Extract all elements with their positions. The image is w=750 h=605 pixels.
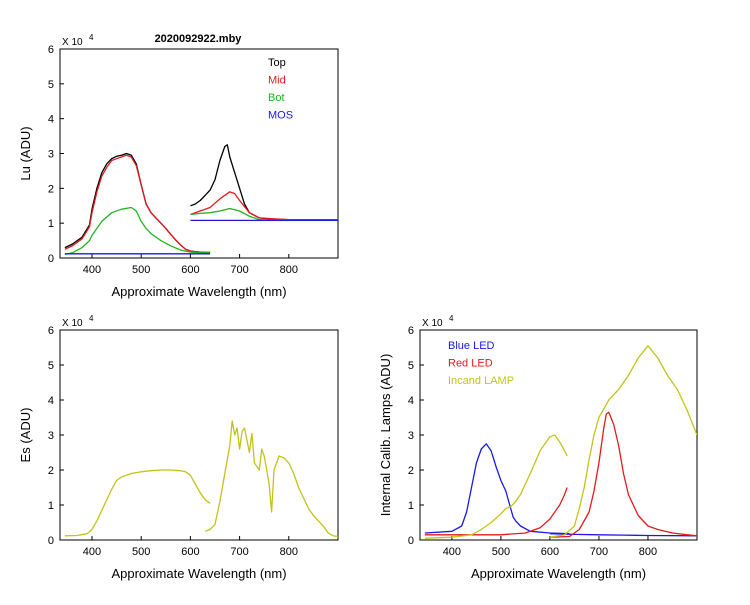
chart-panel-lamps: 0 1 2 3 4 5 6 400 500 600 700 800 X 10 4 Approximate W… [378, 314, 698, 581]
y-tick-label: 5 [48, 79, 54, 91]
y-axis-label: Lu (ADU) [18, 126, 33, 180]
series-line-red-led [549, 411, 697, 538]
y-tick-label: 2 [408, 465, 414, 477]
y-tick-label: 5 [48, 360, 54, 372]
series-line-blue-led [424, 443, 570, 535]
legend-entry-red-led: Red LED [448, 358, 493, 370]
x-tick-label: 800 [280, 264, 298, 276]
x-axis-label: Approximate Wavelength (nm) [111, 566, 286, 581]
plot-frame [59, 329, 339, 541]
y-tick-label: 5 [408, 360, 414, 372]
x-tick-label: 500 [132, 264, 150, 276]
series-line-red-led [424, 487, 568, 536]
figure-title: 2020092922.mby [155, 33, 243, 45]
x-tick-label: 800 [280, 546, 298, 558]
y-tick-label: 3 [408, 430, 414, 442]
x-tick-label: 500 [492, 546, 510, 558]
y-tick-label: 1 [48, 500, 54, 512]
series-group [64, 144, 338, 256]
y-tick-label: 4 [48, 395, 54, 407]
y-tick-label: 2 [48, 183, 54, 195]
y-multiplier-exponent: 4 [449, 314, 454, 323]
chart-panel-es: 0 1 2 3 4 5 6 400 500 600 700 800 X 10 4 Approximate W… [18, 314, 339, 581]
y-multiplier-exponent: 4 [89, 33, 94, 42]
y-tick-label: 6 [48, 44, 54, 56]
series-line-mid [190, 191, 338, 221]
y-tick-label: 6 [408, 325, 414, 337]
y-multiplier-label: X 10 [422, 318, 443, 329]
series-line-es [204, 420, 338, 538]
y-tick-label: 0 [48, 253, 54, 265]
chart-panel-lu: 0 1 2 3 4 5 6 400 500 600 700 800 X 10 4 Approximate W… [18, 33, 339, 299]
legend-entry-mos: MOS [268, 110, 293, 122]
series-line-bot [64, 206, 211, 256]
y-multiplier-exponent: 4 [89, 314, 94, 323]
y-multiplier-label: X 10 [62, 37, 83, 48]
x-axis-label: Approximate Wavelength (nm) [471, 566, 646, 581]
x-tick-label: 700 [230, 546, 248, 558]
series-line-mid [64, 154, 211, 254]
legend-entry-mid: Mid [268, 75, 286, 87]
y-tick-label: 4 [408, 395, 414, 407]
y-axis-label: Internal Calib. Lamps (ADU) [378, 354, 393, 517]
legend-entry-blue-led: Blue LED [448, 340, 495, 352]
y-axis-label: Es (ADU) [18, 408, 33, 463]
series-line-incand-lamp [424, 434, 568, 539]
series-line-blue-led [549, 533, 697, 537]
legend-entry-incand-lamp: Incand LAMP [448, 375, 514, 387]
series-line-incand-lamp [549, 345, 697, 538]
y-tick-label: 3 [48, 149, 54, 161]
y-tick-label: 0 [408, 535, 414, 547]
x-tick-label: 600 [181, 264, 199, 276]
y-tick-label: 4 [48, 114, 54, 126]
series-line-es [64, 469, 211, 537]
x-tick-label: 800 [639, 546, 657, 558]
x-tick-label: 400 [83, 264, 101, 276]
x-tick-label: 400 [83, 546, 101, 558]
y-tick-label: 1 [48, 218, 54, 230]
x-tick-label: 600 [181, 546, 199, 558]
y-tick-label: 1 [408, 500, 414, 512]
x-tick-label: 400 [443, 546, 461, 558]
y-tick-label: 0 [48, 535, 54, 547]
x-tick-label: 500 [132, 546, 150, 558]
y-tick-label: 3 [48, 430, 54, 442]
x-tick-label: 700 [230, 264, 248, 276]
x-tick-label: 600 [541, 546, 559, 558]
y-tick-label: 2 [48, 465, 54, 477]
y-tick-label: 6 [48, 325, 54, 337]
series-group [64, 420, 338, 538]
x-axis-label: Approximate Wavelength (nm) [111, 284, 286, 299]
legend-entry-top: Top [268, 57, 286, 69]
series-group [424, 345, 697, 539]
y-multiplier-label: X 10 [62, 318, 83, 329]
legend-entry-bot: Bot [268, 92, 285, 104]
x-tick-label: 700 [590, 546, 608, 558]
plot-frame [59, 48, 339, 259]
series-line-top [190, 144, 338, 221]
